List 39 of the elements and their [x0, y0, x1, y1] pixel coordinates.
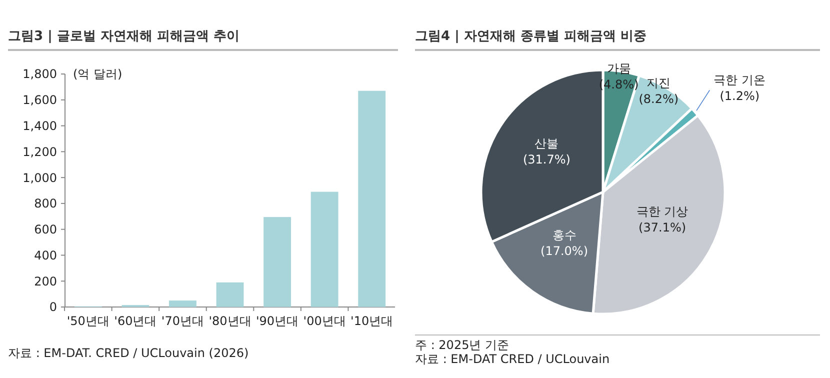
x-tick-label: '10년대 [350, 314, 394, 328]
bar [169, 300, 196, 307]
slice-label: 지진 [646, 76, 671, 90]
y-tick-label: 0 [49, 300, 57, 314]
text: 자료 : EM-DAT. CRED / UCLouvain (2026) [8, 346, 249, 360]
bar [358, 90, 386, 307]
y-axis-title: (억 달러) [73, 67, 122, 82]
y-tick-label: 800 [34, 196, 57, 211]
bar [310, 192, 338, 307]
chart-title: 그림4 | 자연재해 종류별 피해금액 비중 [415, 29, 646, 44]
x-tick-label: '90년대 [256, 314, 299, 328]
slice-label: 극한 기온 [714, 73, 766, 88]
bar [264, 217, 291, 307]
x-tick-label: '50년대 [66, 314, 110, 328]
y-tick-label: 1,200 [22, 144, 57, 159]
x-tick-label: '70년대 [161, 314, 204, 328]
y-tick-label: 1,800 [22, 67, 57, 82]
text: 주 : 2025년 기준 [415, 338, 510, 352]
slice-label: 홍수 [552, 228, 576, 242]
data-label: (37.1%) [638, 220, 686, 234]
y-tick-label: 400 [34, 248, 57, 262]
y-tick-label: 600 [34, 222, 57, 237]
data-label: (8.2%) [638, 92, 679, 106]
chart-title: 그림3 | 글로벌 자연재해 피해금액 추이 [8, 29, 240, 44]
y-tick-label: 1,000 [22, 170, 57, 185]
y-tick-label: 200 [34, 274, 57, 288]
data-label: (1.2%) [720, 89, 760, 104]
slice-label: 가뭄 [606, 61, 631, 76]
slice-label: 극한 기상 [636, 204, 688, 218]
x-tick-label: '80년대 [208, 314, 252, 328]
y-tick-label: 1,600 [22, 93, 57, 108]
bar [216, 282, 244, 307]
x-tick-label: '60년대 [114, 314, 157, 328]
text: 자료 : EM-DAT CRED / UCLouvain [415, 352, 610, 366]
data-label: (31.7%) [522, 152, 570, 167]
x-tick-label: '00년대 [303, 314, 346, 328]
slice-label: 산불 [534, 136, 559, 151]
y-tick-label: 1,400 [22, 118, 57, 133]
data-label: (17.0%) [540, 244, 588, 258]
